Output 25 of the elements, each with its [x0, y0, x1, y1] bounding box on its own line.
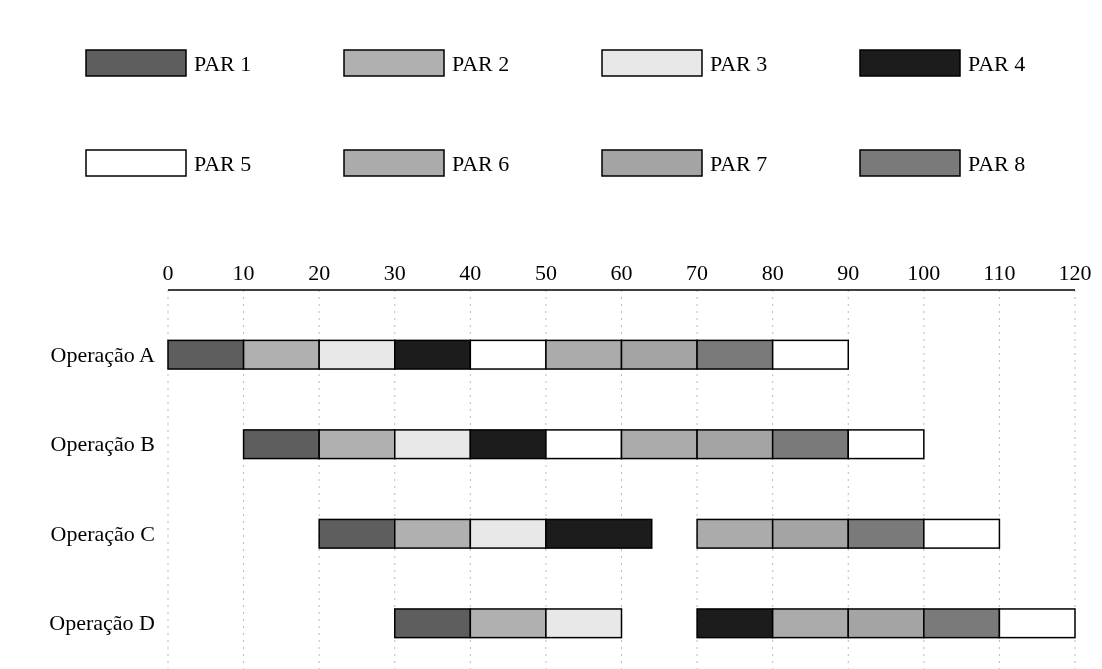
x-tick-label: 0: [162, 260, 174, 285]
x-tick-label: 10: [232, 260, 255, 285]
legend-label: PAR 8: [968, 151, 1026, 176]
y-tick-label: Operação D: [49, 610, 155, 636]
legend-label: PAR 3: [710, 51, 768, 76]
x-tick-label: 20: [308, 260, 331, 285]
legend-label: PAR 7: [710, 151, 768, 176]
x-tick-label: 30: [383, 260, 406, 285]
x-tick-label: 100: [907, 260, 941, 285]
legend-label: PAR 6: [452, 151, 510, 176]
x-tick-label: 90: [837, 260, 860, 285]
x-tick-label: 50: [534, 260, 557, 285]
x-tick-label: 60: [610, 260, 633, 285]
legend-label: PAR 4: [968, 51, 1026, 76]
x-tick-label: 70: [686, 260, 709, 285]
y-tick-label: Operação B: [50, 431, 155, 457]
x-tick-label: 40: [459, 260, 482, 285]
x-tick-label: 80: [761, 260, 784, 285]
y-tick-label: Operação C: [50, 520, 155, 546]
x-tick-label: 110: [983, 260, 1016, 285]
legend-label: PAR 1: [194, 51, 252, 76]
x-tick-label: 120: [1058, 260, 1092, 285]
y-tick-label: Operação A: [50, 341, 156, 367]
legend-label: PAR 5: [194, 151, 252, 176]
legend-label: PAR 2: [452, 51, 510, 76]
